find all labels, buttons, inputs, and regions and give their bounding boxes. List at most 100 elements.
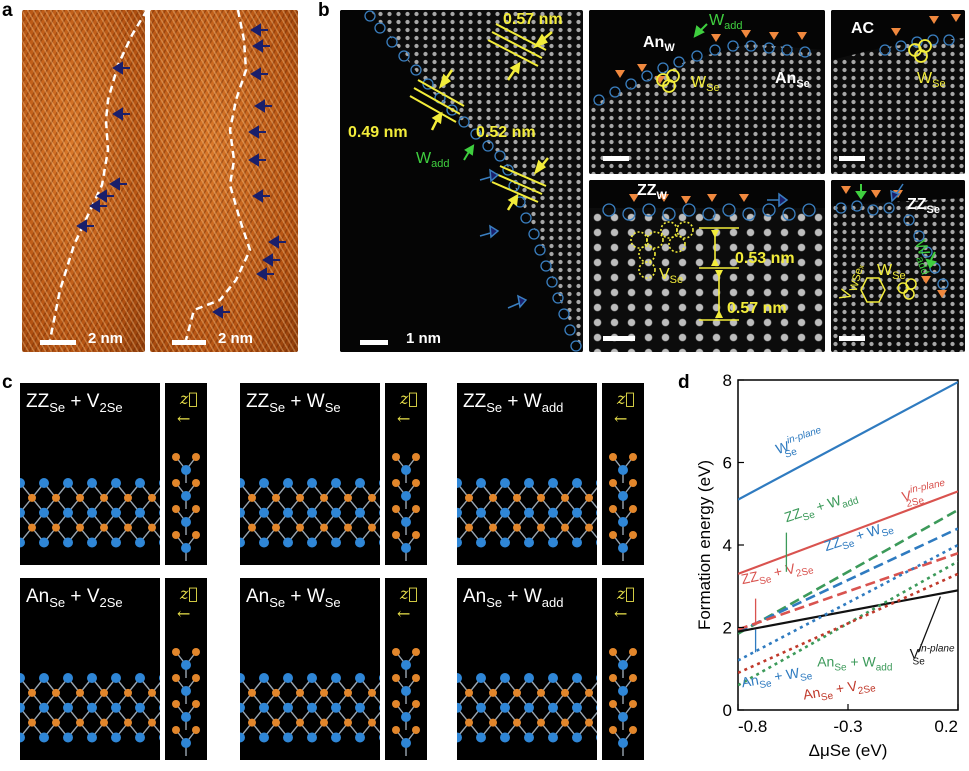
- se-atom: [320, 718, 328, 727]
- w-atom: [572, 537, 582, 548]
- w-atom: [240, 507, 245, 518]
- series-line: [738, 572, 958, 675]
- w-atom: [355, 702, 365, 713]
- w-atom: [87, 702, 97, 713]
- series-line: [738, 552, 958, 631]
- se-atom: [124, 523, 132, 532]
- se-atom: [148, 718, 156, 727]
- w-atom: [63, 732, 73, 743]
- stm-image-left: 2 nm: [22, 10, 145, 352]
- spacing-label: 0.52 nm: [476, 124, 536, 141]
- w-atom: [401, 465, 411, 475]
- an-se-label: AnSe: [775, 70, 810, 91]
- se-atom: [52, 688, 60, 697]
- w-atom: [307, 537, 317, 548]
- w-atom: [500, 732, 510, 743]
- se-atom: [296, 688, 304, 697]
- arrow-icon: [248, 153, 266, 167]
- se-atom: [52, 493, 60, 502]
- w-atom: [181, 660, 191, 670]
- w-atom: [379, 675, 380, 681]
- w-atom: [379, 539, 380, 546]
- w-atom: [618, 465, 628, 475]
- structure-top-view: AnSe + V2Se: [20, 578, 160, 760]
- w-atom: [181, 712, 191, 722]
- se-atom: [192, 726, 200, 734]
- arrow-icon: [212, 305, 230, 319]
- se-atom: [629, 479, 637, 487]
- arrow-icon: [250, 23, 268, 37]
- pointer-arrow: [917, 596, 942, 653]
- se-atom: [412, 479, 420, 487]
- se-atom: [192, 505, 200, 513]
- arrow-icon: [268, 235, 286, 249]
- se-atom: [513, 688, 521, 697]
- se-atom: [172, 674, 180, 682]
- y-tick-label: 2: [723, 619, 732, 638]
- z-axis-label: z⃗: [617, 584, 636, 603]
- haadf-ac-overlay: [831, 10, 965, 63]
- se-atom: [561, 493, 569, 502]
- w-atom: [283, 507, 293, 518]
- se-atom: [320, 688, 328, 697]
- w-se-label: WSe: [877, 262, 906, 283]
- w-atom: [259, 673, 269, 683]
- se-atom: [100, 493, 108, 502]
- w-atom: [331, 507, 341, 518]
- w-atom: [135, 673, 145, 683]
- w-atom: [331, 478, 341, 488]
- se-atom: [192, 453, 200, 461]
- w-atom: [87, 732, 97, 743]
- w-atom: [379, 704, 380, 711]
- w-atom: [240, 732, 245, 743]
- se-atom: [344, 523, 352, 532]
- series-line: [738, 527, 958, 633]
- se-atom: [248, 718, 256, 727]
- w-atom: [500, 478, 510, 488]
- w-atom: [596, 509, 597, 516]
- se-atom: [368, 493, 376, 502]
- w-atom: [476, 673, 486, 683]
- scale-bar: [603, 336, 635, 341]
- w-atom: [181, 491, 191, 501]
- series-annotation: AnSe + Wadd: [817, 654, 892, 674]
- w-atom: [401, 543, 411, 553]
- se-atom: [513, 718, 521, 727]
- se-atom: [192, 479, 200, 487]
- se-atom: [100, 688, 108, 697]
- w-atom: [63, 673, 73, 683]
- se-atom: [344, 718, 352, 727]
- w-atom: [283, 732, 293, 743]
- arrow-icon: [252, 39, 270, 53]
- w-atom: [87, 673, 97, 683]
- w-atom: [457, 732, 462, 743]
- w-atom: [548, 732, 558, 743]
- w-atom: [457, 673, 462, 683]
- w-atom: [572, 507, 582, 518]
- se-atom: [537, 493, 545, 502]
- se-atom: [537, 523, 545, 532]
- se-atom: [100, 523, 108, 532]
- y-tick-label: 8: [723, 371, 732, 390]
- se-atom: [248, 688, 256, 697]
- w-atom: [355, 537, 365, 548]
- z-axis-label: z⃗: [617, 389, 636, 408]
- se-atom: [465, 493, 473, 502]
- w-atom: [331, 732, 341, 743]
- w-atom: [283, 702, 293, 713]
- se-atom: [28, 493, 36, 502]
- arrow-icon: [109, 177, 127, 191]
- w-atom: [307, 702, 317, 713]
- se-atom: [172, 505, 180, 513]
- w-atom: [20, 673, 25, 683]
- w-atom: [331, 673, 341, 683]
- w-atom: [159, 539, 160, 546]
- se-atom: [609, 505, 617, 513]
- w-atom: [401, 738, 411, 748]
- se-atom: [392, 726, 400, 734]
- structure-label: ZZSe + WSe: [246, 391, 341, 415]
- se-atom: [148, 688, 156, 697]
- se-atom: [392, 505, 400, 513]
- w-atom: [500, 537, 510, 548]
- w-atom: [618, 543, 628, 553]
